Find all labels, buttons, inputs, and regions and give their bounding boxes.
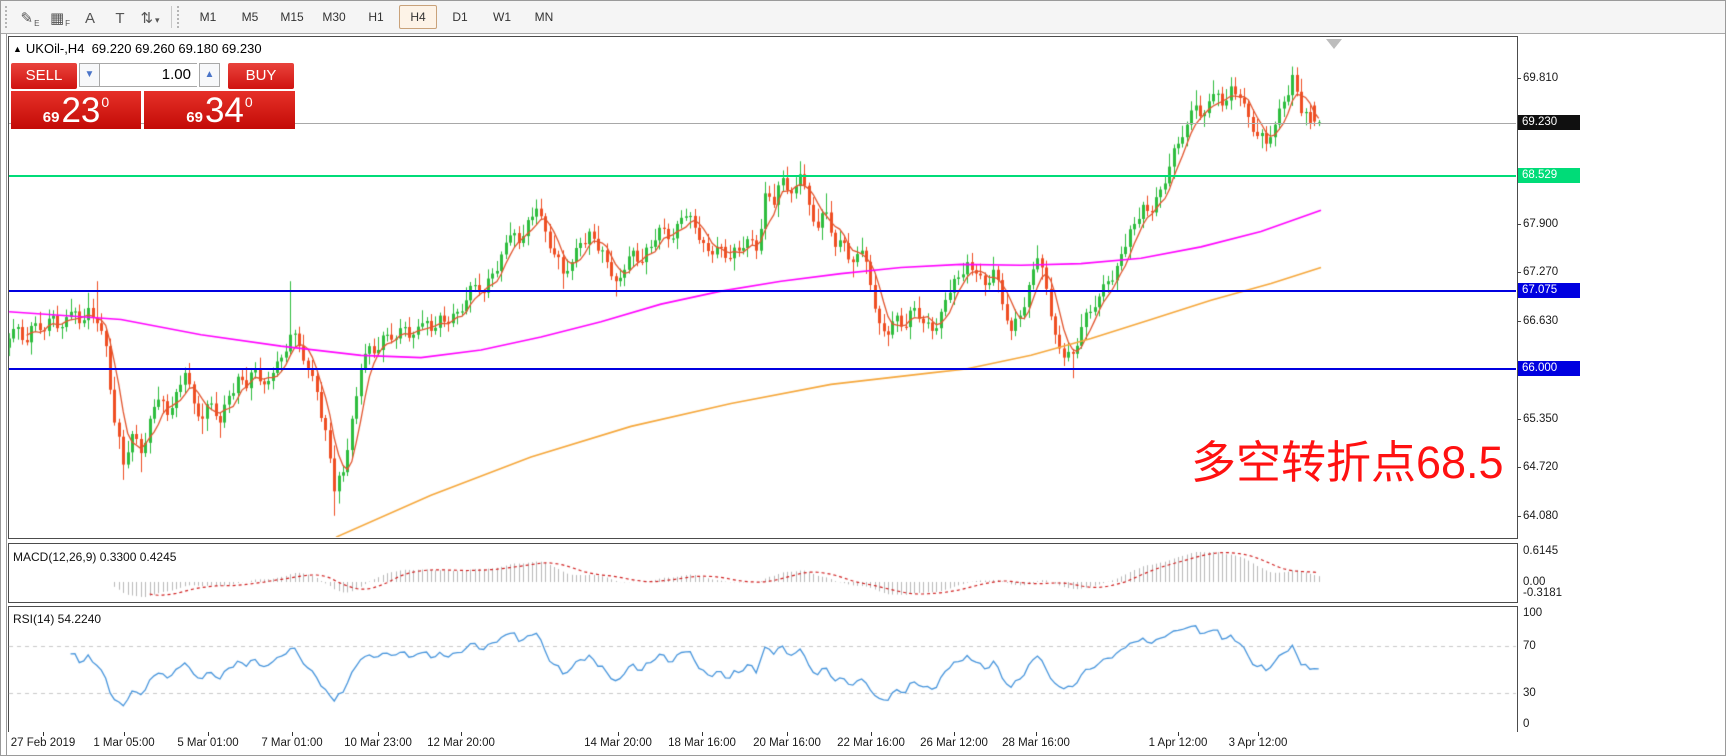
indicator-axis-label: 30 [1523,687,1536,699]
indicator-axis-label: 0.6145 [1523,545,1559,557]
ohlc-quote-line: 69.220 69.260 69.180 69.230 [91,41,262,56]
indicator-axis-label: 100 [1523,607,1543,619]
buy-price-pip: 0 [244,94,253,110]
buy-price-display[interactable]: 69 34 0 [144,91,295,129]
price-axis-tick [1517,321,1521,322]
level-68529-label: 68.529 [1518,168,1580,183]
price-axis-tick-label: 64.080 [1523,510,1559,522]
price-axis-tick-label: 66.630 [1523,315,1559,327]
price-axis-tick-label: 67.900 [1523,218,1559,230]
chart-header: ▲ UKOil-,H4 69.220 69.260 69.180 69.230 [13,41,262,56]
chart-text-annotation[interactable]: 多空转折点68.5 [1191,437,1504,488]
buy-price-big-digits: 34 [204,91,244,130]
level-66000-label: 66.000 [1518,361,1580,376]
symbol-title: UKOil-,H4 [25,41,85,56]
resistance-line-68529[interactable] [9,175,1516,177]
sell-price-pip: 0 [101,94,110,110]
sell-price-display[interactable]: 69 23 0 [11,91,141,129]
collapse-header-icon[interactable]: ▲ [13,44,22,54]
indicator-axis-label: 0 [1523,718,1530,730]
buy-button[interactable]: BUY [228,63,294,89]
sell-price-prefix: 69 [42,109,60,126]
price-axis-tick-label: 64.720 [1523,461,1559,473]
price-axis-tick [1517,467,1521,468]
one-click-trading-widget: SELL ▼ 1.00 ▲ BUY 69 23 0 69 34 0 [11,63,295,129]
support-line-67075[interactable] [9,290,1516,292]
level-67075-label: 67.075 [1518,283,1580,298]
rsi-label: RSI(14) 54.2240 [13,612,102,626]
scroll-to-end-marker-icon[interactable] [1326,39,1342,49]
indicator-axis-label: 0.00 [1523,576,1546,588]
volume-increase-button[interactable]: ▲ [199,63,220,87]
sell-button[interactable]: SELL [11,63,77,89]
sell-price-big-digits: 23 [61,91,101,130]
price-axis-tick [1517,516,1521,517]
price-axis-tick [1517,224,1521,225]
indicator-axis-label: -0.3181 [1523,587,1563,599]
indicator-axis-label: 70 [1523,640,1536,652]
price-axis-tick [1517,272,1521,273]
price-axis-tick [1517,78,1521,79]
price-axis-tick-label: 69.810 [1523,72,1559,84]
buy-price-prefix: 69 [186,109,203,126]
volume-input[interactable]: 1.00 [100,63,197,87]
current-price-line [9,123,1516,124]
macd-label: MACD(12,26,9) 0.3300 0.4245 [13,550,177,564]
price-axis-tick [1517,419,1521,420]
support-line-66000[interactable] [9,368,1516,370]
volume-decrease-button[interactable]: ▼ [79,63,100,87]
price-axis-tick-label: 67.270 [1523,266,1559,278]
current-price-label: 69.230 [1518,115,1580,130]
price-axis-tick-label: 65.350 [1523,413,1559,425]
